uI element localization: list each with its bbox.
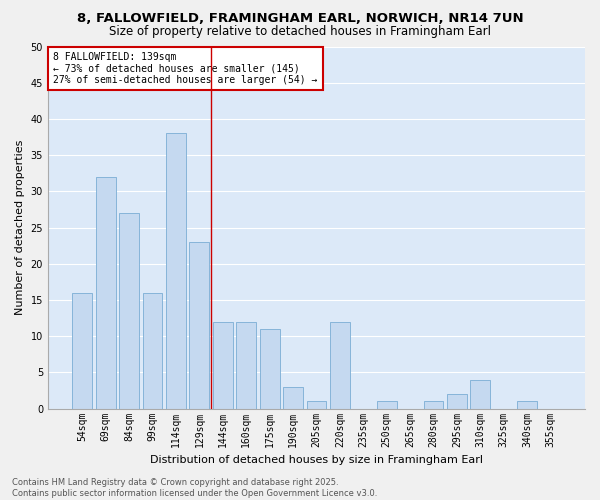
Bar [424,402,443,408]
Bar [283,387,303,408]
Bar [73,293,92,408]
Text: Size of property relative to detached houses in Framingham Earl: Size of property relative to detached ho… [109,25,491,38]
Bar [307,402,326,408]
Bar [330,322,350,408]
Bar [96,177,116,408]
Bar [190,242,209,408]
Bar [143,293,163,408]
Text: 8 FALLOWFIELD: 139sqm
← 73% of detached houses are smaller (145)
27% of semi-det: 8 FALLOWFIELD: 139sqm ← 73% of detached … [53,52,317,85]
Bar [213,322,233,408]
X-axis label: Distribution of detached houses by size in Framingham Earl: Distribution of detached houses by size … [150,455,483,465]
Bar [236,322,256,408]
Text: Contains HM Land Registry data © Crown copyright and database right 2025.
Contai: Contains HM Land Registry data © Crown c… [12,478,377,498]
Bar [119,213,139,408]
Y-axis label: Number of detached properties: Number of detached properties [15,140,25,316]
Bar [260,329,280,408]
Bar [470,380,490,408]
Bar [517,402,537,408]
Bar [447,394,467,408]
Bar [377,402,397,408]
Bar [166,134,186,408]
Text: 8, FALLOWFIELD, FRAMINGHAM EARL, NORWICH, NR14 7UN: 8, FALLOWFIELD, FRAMINGHAM EARL, NORWICH… [77,12,523,26]
